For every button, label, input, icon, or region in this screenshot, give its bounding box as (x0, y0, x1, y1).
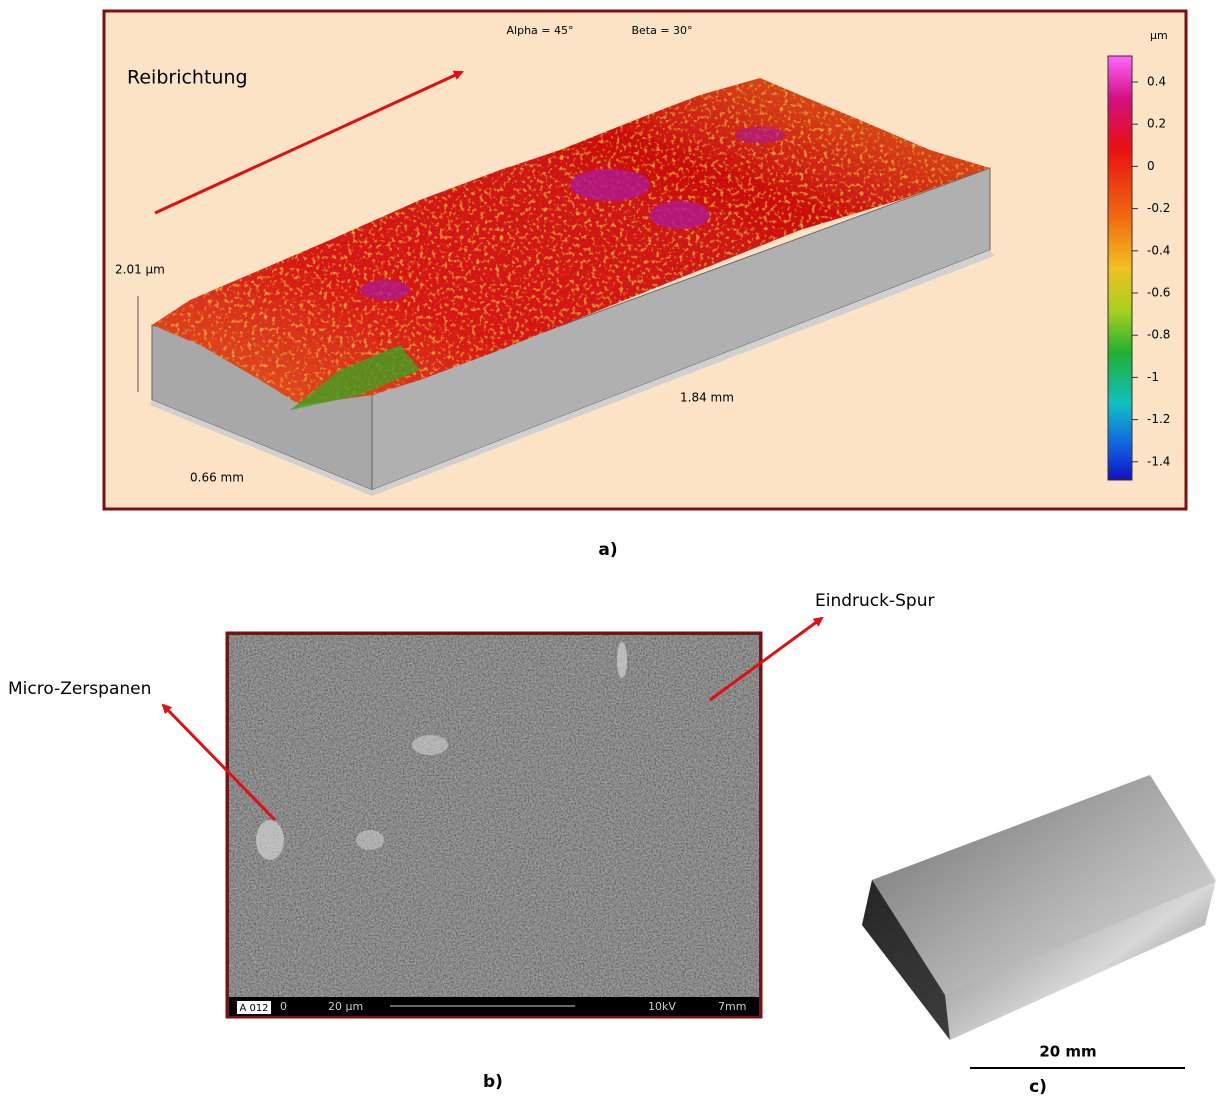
sem-voltage: 10kV (648, 1000, 676, 1013)
caption-a: a) (598, 540, 617, 560)
beta: Beta = 30° (631, 24, 692, 37)
sem-feature (412, 735, 448, 755)
sem-feature (256, 820, 284, 860)
colorbar-label: 0.2 (1147, 117, 1166, 131)
surface-peak (360, 280, 410, 300)
colorbar-label: -0.6 (1147, 286, 1170, 300)
sem-distance: 7mm (718, 1000, 746, 1013)
colorbar (1108, 56, 1132, 480)
colorbar-label: -1.2 (1147, 412, 1170, 426)
z-size: 2.01 µm (115, 263, 165, 277)
colorbar-label: -0.8 (1147, 328, 1170, 342)
alpha: Alpha = 45° (507, 24, 574, 37)
colorbar-label: -1 (1147, 370, 1159, 384)
colorbar-label: 0 (1147, 159, 1155, 173)
sem-zero: 0 (280, 1000, 287, 1013)
colorbar-label: -0.2 (1147, 201, 1170, 215)
colorbar-unit: µm (1150, 29, 1168, 42)
direction-label: Reibrichtung (127, 67, 248, 89)
caption-b: b) (483, 1072, 503, 1092)
surface-peak (735, 127, 785, 143)
sem-scale: 20 µm (328, 1000, 363, 1013)
colorbar-label: -0.4 (1147, 243, 1170, 257)
sem-feature (356, 830, 384, 850)
length: 1.84 mm (680, 391, 734, 405)
annotation-right: Eindruck-Spur (815, 591, 934, 611)
surface-peak (650, 201, 710, 229)
sem-feature (617, 642, 627, 678)
annotation-left: Micro-Zerspanen (8, 679, 151, 699)
colorbar-label: 0.4 (1147, 75, 1166, 89)
figure: Alpha = 45° Beta = 30° Reibrichtung 2.01… (0, 0, 1217, 1106)
colorbar-label: -1.4 (1147, 454, 1170, 468)
width: 0.66 mm (190, 471, 244, 485)
sem-id: A 012 (239, 1003, 268, 1014)
surface-peak (570, 169, 650, 201)
scale-label: 20 mm (1039, 1043, 1096, 1061)
sem-image (229, 635, 759, 997)
caption-c: c) (1029, 1077, 1047, 1097)
